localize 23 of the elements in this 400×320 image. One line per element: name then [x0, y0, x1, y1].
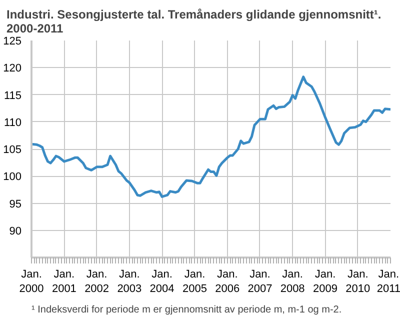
line-series — [32, 76, 390, 198]
x-tick-label: Jan. 2006 — [215, 268, 240, 295]
x-tick-label: Jan. 2004 — [150, 268, 174, 295]
y-tick-label: 90 — [9, 225, 22, 238]
x-tick-label: Jan. 2002 — [84, 268, 110, 295]
text: ¹ Indeksverdi for periode m er gjennomsnitt av periode m, m-1 og m-2. — [32, 304, 342, 316]
x-tick-label: Jan. 2005 — [182, 268, 207, 295]
y-tick-label: 110 — [4, 116, 22, 129]
x-tick-label: Jan. 2009 — [313, 268, 338, 295]
x-tick-label: Jan. 2008 — [280, 268, 305, 295]
y-tick-label: 125 — [3, 36, 22, 48]
y-tick-label: 115 — [4, 90, 22, 102]
x-tick-label: Jan. 2011 — [376, 268, 400, 295]
chart-title: Industri. Sesongjusterte tal. Tremånaders glidande gjennomsnitt¹. 2000-2011 — [6, 8, 382, 36]
y-tick-label: 120 — [3, 62, 22, 75]
x-tick-label: Jan. 2000 — [19, 268, 44, 295]
y-tick-label: 105 — [3, 144, 22, 156]
x-tick-label: Jan. 2010 — [346, 268, 370, 295]
y-tick-label: 100 — [3, 171, 22, 184]
x-tick-label: Jan. 2007 — [248, 268, 272, 295]
x-tick-label: Jan. 2003 — [117, 268, 142, 295]
x-tick-label: Jan. 2001 — [52, 268, 76, 295]
y-tick-label: 95 — [9, 198, 22, 210]
